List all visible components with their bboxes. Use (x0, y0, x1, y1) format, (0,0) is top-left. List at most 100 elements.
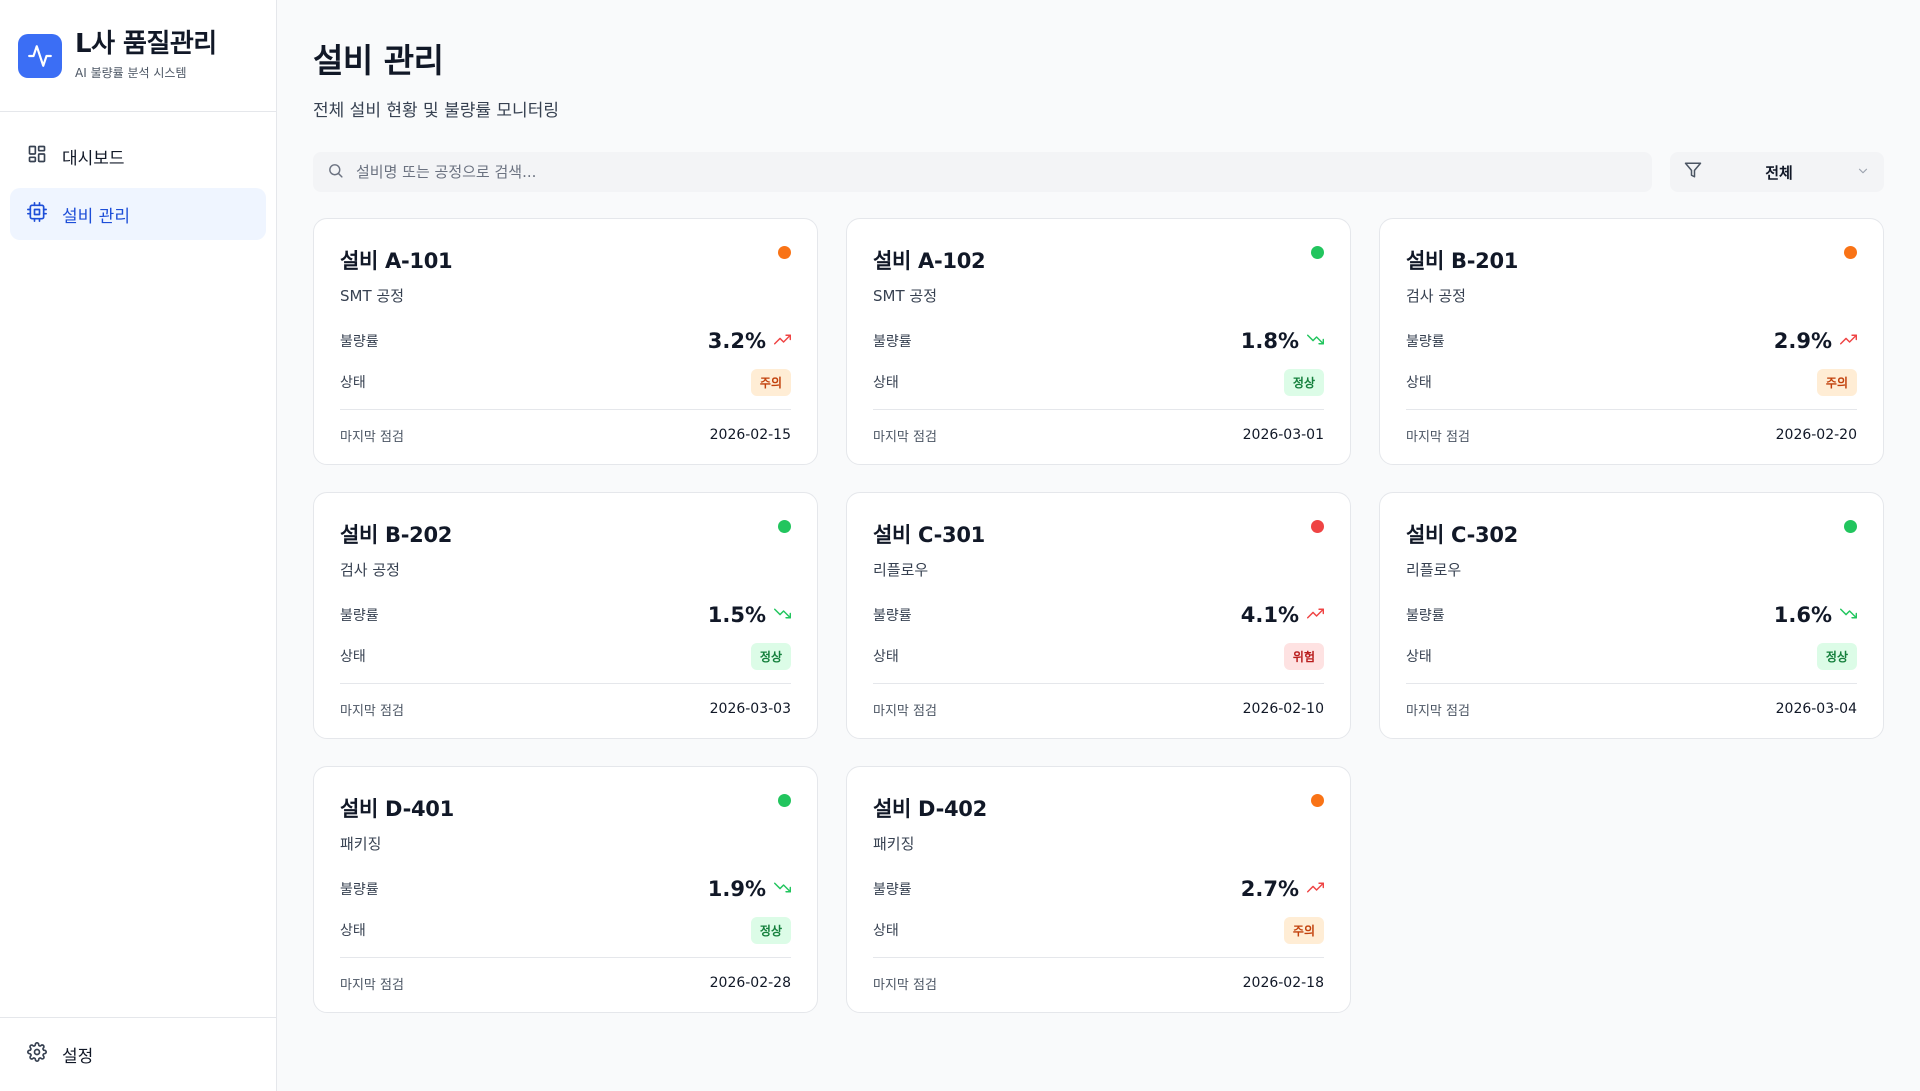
equipment-process: 검사 공정 (1406, 287, 1466, 305)
last-check-date: 2026-02-10 (1242, 701, 1324, 717)
last-check-row: 마지막 점검 2026-03-01 (873, 423, 1324, 447)
trending-up-icon (774, 331, 791, 352)
equipment-name: 설비 A-102 (873, 249, 986, 273)
last-check-date: 2026-02-20 (1775, 427, 1857, 443)
last-check-row: 마지막 점검 2026-02-18 (873, 971, 1324, 995)
trending-down-icon (1307, 331, 1324, 352)
status-badge: 주의 (1283, 916, 1324, 944)
sidebar-item-settings[interactable]: 설정 (0, 1017, 276, 1091)
trending-up-icon (1840, 331, 1857, 352)
last-check-label: 마지막 점검 (1406, 703, 1470, 719)
last-check-date: 2026-02-15 (709, 427, 791, 443)
status-dot (778, 246, 791, 259)
last-check-row: 마지막 점검 2026-03-03 (340, 697, 791, 721)
last-check-label: 마지막 점검 (873, 429, 937, 445)
defect-rate-label: 불량률 (873, 334, 912, 350)
equipment-card[interactable]: 설비 C-301 리플로우 불량률 4.1% 상태 위험 마지막 점검 2026… (846, 492, 1351, 739)
page-title: 설비 관리 (313, 41, 444, 80)
status-row: 상태 주의 (1406, 368, 1857, 396)
defect-rate-label: 불량률 (873, 608, 912, 624)
defect-rate-value: 3.2% (707, 329, 766, 353)
defect-rate: 1.5% (708, 603, 791, 627)
defect-rate-value: 2.9% (1773, 329, 1832, 353)
equipment-process: 리플로우 (873, 561, 929, 579)
activity-pulse-icon (18, 33, 62, 78)
status-dot (778, 794, 791, 807)
status-label: 상태 (340, 649, 366, 665)
defect-rate-value: 1.9% (707, 877, 766, 901)
status-filter-select[interactable]: 전체 (1670, 152, 1884, 192)
search-input[interactable] (356, 163, 1638, 181)
equipment-process: 리플로우 (1406, 561, 1462, 579)
last-check-label: 마지막 점검 (340, 429, 404, 445)
chevron-down-icon (1856, 163, 1870, 182)
defect-rate-row: 불량률 1.6% (1406, 600, 1857, 630)
last-check-date: 2026-03-01 (1242, 427, 1324, 443)
equipment-process: 검사 공정 (340, 561, 400, 579)
sidebar-item-equipment[interactable]: 설비 관리 (10, 188, 266, 240)
status-label: 상태 (873, 649, 899, 665)
status-label: 상태 (1406, 375, 1432, 391)
trending-down-icon (1840, 605, 1857, 626)
last-check-label: 마지막 점검 (340, 977, 404, 993)
defect-rate-value: 2.7% (1240, 877, 1299, 901)
sidebar-item-dashboard[interactable]: 대시보드 (10, 130, 266, 182)
defect-rate-row: 불량률 4.1% (873, 600, 1324, 630)
defect-rate: 1.9% (708, 877, 791, 901)
defect-rate-value: 1.8% (1240, 329, 1299, 353)
card-divider (340, 957, 791, 958)
filter-selected-value: 전체 (1765, 163, 1793, 182)
last-check-row: 마지막 점검 2026-02-15 (340, 423, 791, 447)
last-check-label: 마지막 점검 (873, 977, 937, 993)
defect-rate-row: 불량률 1.8% (873, 326, 1324, 356)
defect-rate-value: 1.5% (707, 603, 766, 627)
equipment-process: SMT 공정 (873, 287, 937, 305)
status-row: 상태 정상 (340, 642, 791, 670)
status-dot (1311, 520, 1324, 533)
search-box (313, 152, 1652, 192)
last-check-date: 2026-02-28 (709, 975, 791, 991)
equipment-process: SMT 공정 (340, 287, 404, 305)
defect-rate: 4.1% (1241, 603, 1324, 627)
last-check-row: 마지막 점검 2026-02-10 (873, 697, 1324, 721)
sidebar-item-label: 대시보드 (62, 148, 125, 169)
status-dot (778, 520, 791, 533)
defect-rate-row: 불량률 1.5% (340, 600, 791, 630)
status-dot (1844, 246, 1857, 259)
equipment-card[interactable]: 설비 A-102 SMT 공정 불량률 1.8% 상태 정상 마지막 점검 20… (846, 218, 1351, 465)
equipment-process: 패키징 (873, 835, 915, 853)
last-check-row: 마지막 점검 2026-03-04 (1406, 697, 1857, 721)
equipment-card[interactable]: 설비 B-202 검사 공정 불량률 1.5% 상태 정상 마지막 점검 202… (313, 492, 818, 739)
defect-rate-label: 불량률 (1406, 334, 1445, 350)
status-row: 상태 정상 (1406, 642, 1857, 670)
last-check-label: 마지막 점검 (873, 703, 937, 719)
dashboard-grid-icon (27, 144, 47, 169)
status-badge: 주의 (750, 368, 791, 396)
equipment-name: 설비 C-301 (873, 523, 985, 547)
gear-icon (27, 1042, 47, 1067)
equipment-card[interactable]: 설비 D-401 패키징 불량률 1.9% 상태 정상 마지막 점검 2026-… (313, 766, 818, 1013)
status-dot (1311, 794, 1324, 807)
last-check-date: 2026-02-18 (1242, 975, 1324, 991)
brand-title: L사 품질관리 (75, 29, 217, 60)
defect-rate: 2.9% (1774, 329, 1857, 353)
last-check-date: 2026-03-04 (1775, 701, 1857, 717)
equipment-card[interactable]: 설비 B-201 검사 공정 불량률 2.9% 상태 주의 마지막 점검 202… (1379, 218, 1884, 465)
settings-label: 설정 (62, 1047, 94, 1067)
status-badge: 정상 (1816, 642, 1857, 670)
brand-header: L사 품질관리 AI 불량률 분석 시스템 (0, 0, 276, 112)
equipment-card[interactable]: 설비 A-101 SMT 공정 불량률 3.2% 상태 주의 마지막 점검 20… (313, 218, 818, 465)
card-divider (340, 683, 791, 684)
last-check-label: 마지막 점검 (1406, 429, 1470, 445)
status-label: 상태 (340, 923, 366, 939)
equipment-card[interactable]: 설비 D-402 패키징 불량률 2.7% 상태 주의 마지막 점검 2026-… (846, 766, 1351, 1013)
status-label: 상태 (873, 375, 899, 391)
status-label: 상태 (1406, 649, 1432, 665)
cpu-chip-icon (27, 201, 48, 227)
defect-rate: 2.7% (1241, 877, 1324, 901)
equipment-name: 설비 D-402 (873, 797, 987, 821)
equipment-card[interactable]: 설비 C-302 리플로우 불량률 1.6% 상태 정상 마지막 점검 2026… (1379, 492, 1884, 739)
defect-rate: 3.2% (708, 329, 791, 353)
equipment-name: 설비 D-401 (340, 797, 454, 821)
page-subtitle: 전체 설비 현황 및 불량률 모니터링 (313, 101, 559, 121)
